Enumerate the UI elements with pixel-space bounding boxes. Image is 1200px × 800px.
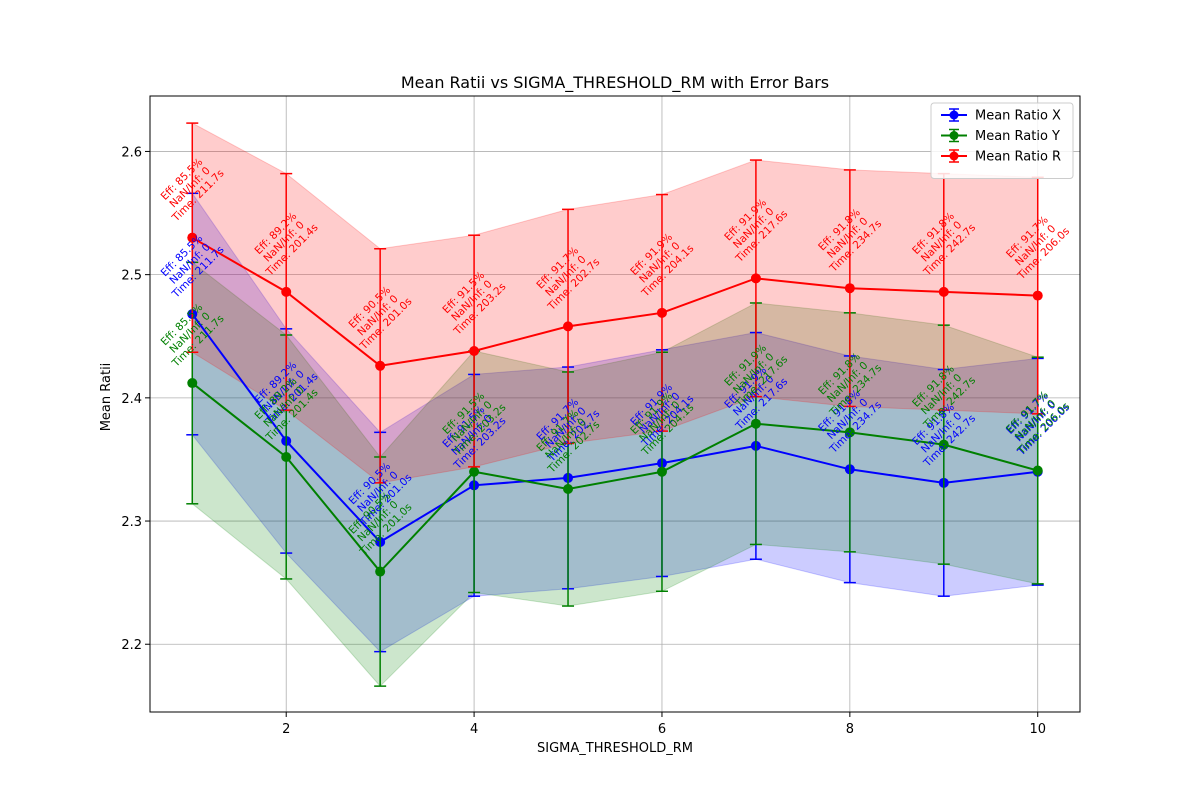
- ticks: 2 4 6 8 10 2.2 2.3 2.4 2.5 2.6: [121, 145, 1046, 737]
- error-bands: [191, 122, 1039, 687]
- y-tick-label: 2.4: [121, 392, 142, 407]
- x-tick-label: 2: [282, 722, 290, 737]
- data-point: [750, 273, 761, 284]
- legend-marker: [949, 131, 959, 140]
- data-point: [1032, 465, 1043, 476]
- legend-label: Mean Ratio X: [975, 109, 1061, 124]
- legend-entry: Mean Ratio X: [941, 108, 1061, 124]
- data-point: [469, 466, 480, 477]
- data-point: [844, 283, 855, 294]
- y-axis-label: Mean Ratii: [99, 363, 114, 432]
- data-point: [750, 418, 761, 429]
- legend-box: [930, 102, 1074, 179]
- data-point: [656, 466, 667, 477]
- y-tick-label: 2.5: [121, 269, 142, 284]
- data-point: [1032, 290, 1043, 301]
- data-point: [375, 360, 386, 371]
- data-point: [187, 232, 198, 243]
- data-point: [656, 307, 667, 318]
- legend-label: Mean Ratio R: [975, 150, 1061, 165]
- legend-entry: Mean Ratio Y: [941, 128, 1060, 144]
- series-line: [191, 382, 1038, 574]
- y-tick-label: 2.6: [121, 145, 142, 160]
- axes-frame: [149, 95, 1081, 713]
- data-point: [281, 451, 292, 462]
- x-axis-label: SIGMA_THRESHOLD_RM: [537, 741, 693, 756]
- y-tick-label: 2.2: [121, 638, 142, 653]
- chart-title: Mean Ratii vs SIGMA_THRESHOLD_RM with Er…: [401, 73, 829, 93]
- x-tick-label: 6: [658, 722, 666, 737]
- x-tick-label: 8: [846, 722, 854, 737]
- series-line: [191, 313, 1038, 544]
- data-point: [844, 427, 855, 438]
- data-point: [281, 286, 292, 297]
- x-tick-label: 10: [1029, 722, 1046, 737]
- data-point: [469, 346, 480, 357]
- series: [186, 122, 1044, 484]
- legend-marker: [949, 110, 959, 120]
- series-line: [191, 236, 1038, 367]
- data-point: [563, 321, 574, 332]
- legend-marker: [949, 151, 959, 161]
- y-tick-label: 2.3: [121, 515, 142, 530]
- data-point: [375, 566, 386, 577]
- legend: Mean Ratio X Mean Ratio Y Mean Ratio R: [930, 102, 1074, 179]
- legend-label: Mean Ratio Y: [975, 129, 1060, 144]
- data-point: [938, 439, 949, 450]
- data-point: [563, 484, 574, 495]
- data-point: [938, 286, 949, 297]
- data-point: [187, 378, 198, 389]
- legend-entry: Mean Ratio R: [941, 149, 1061, 165]
- x-tick-label: 4: [470, 722, 478, 737]
